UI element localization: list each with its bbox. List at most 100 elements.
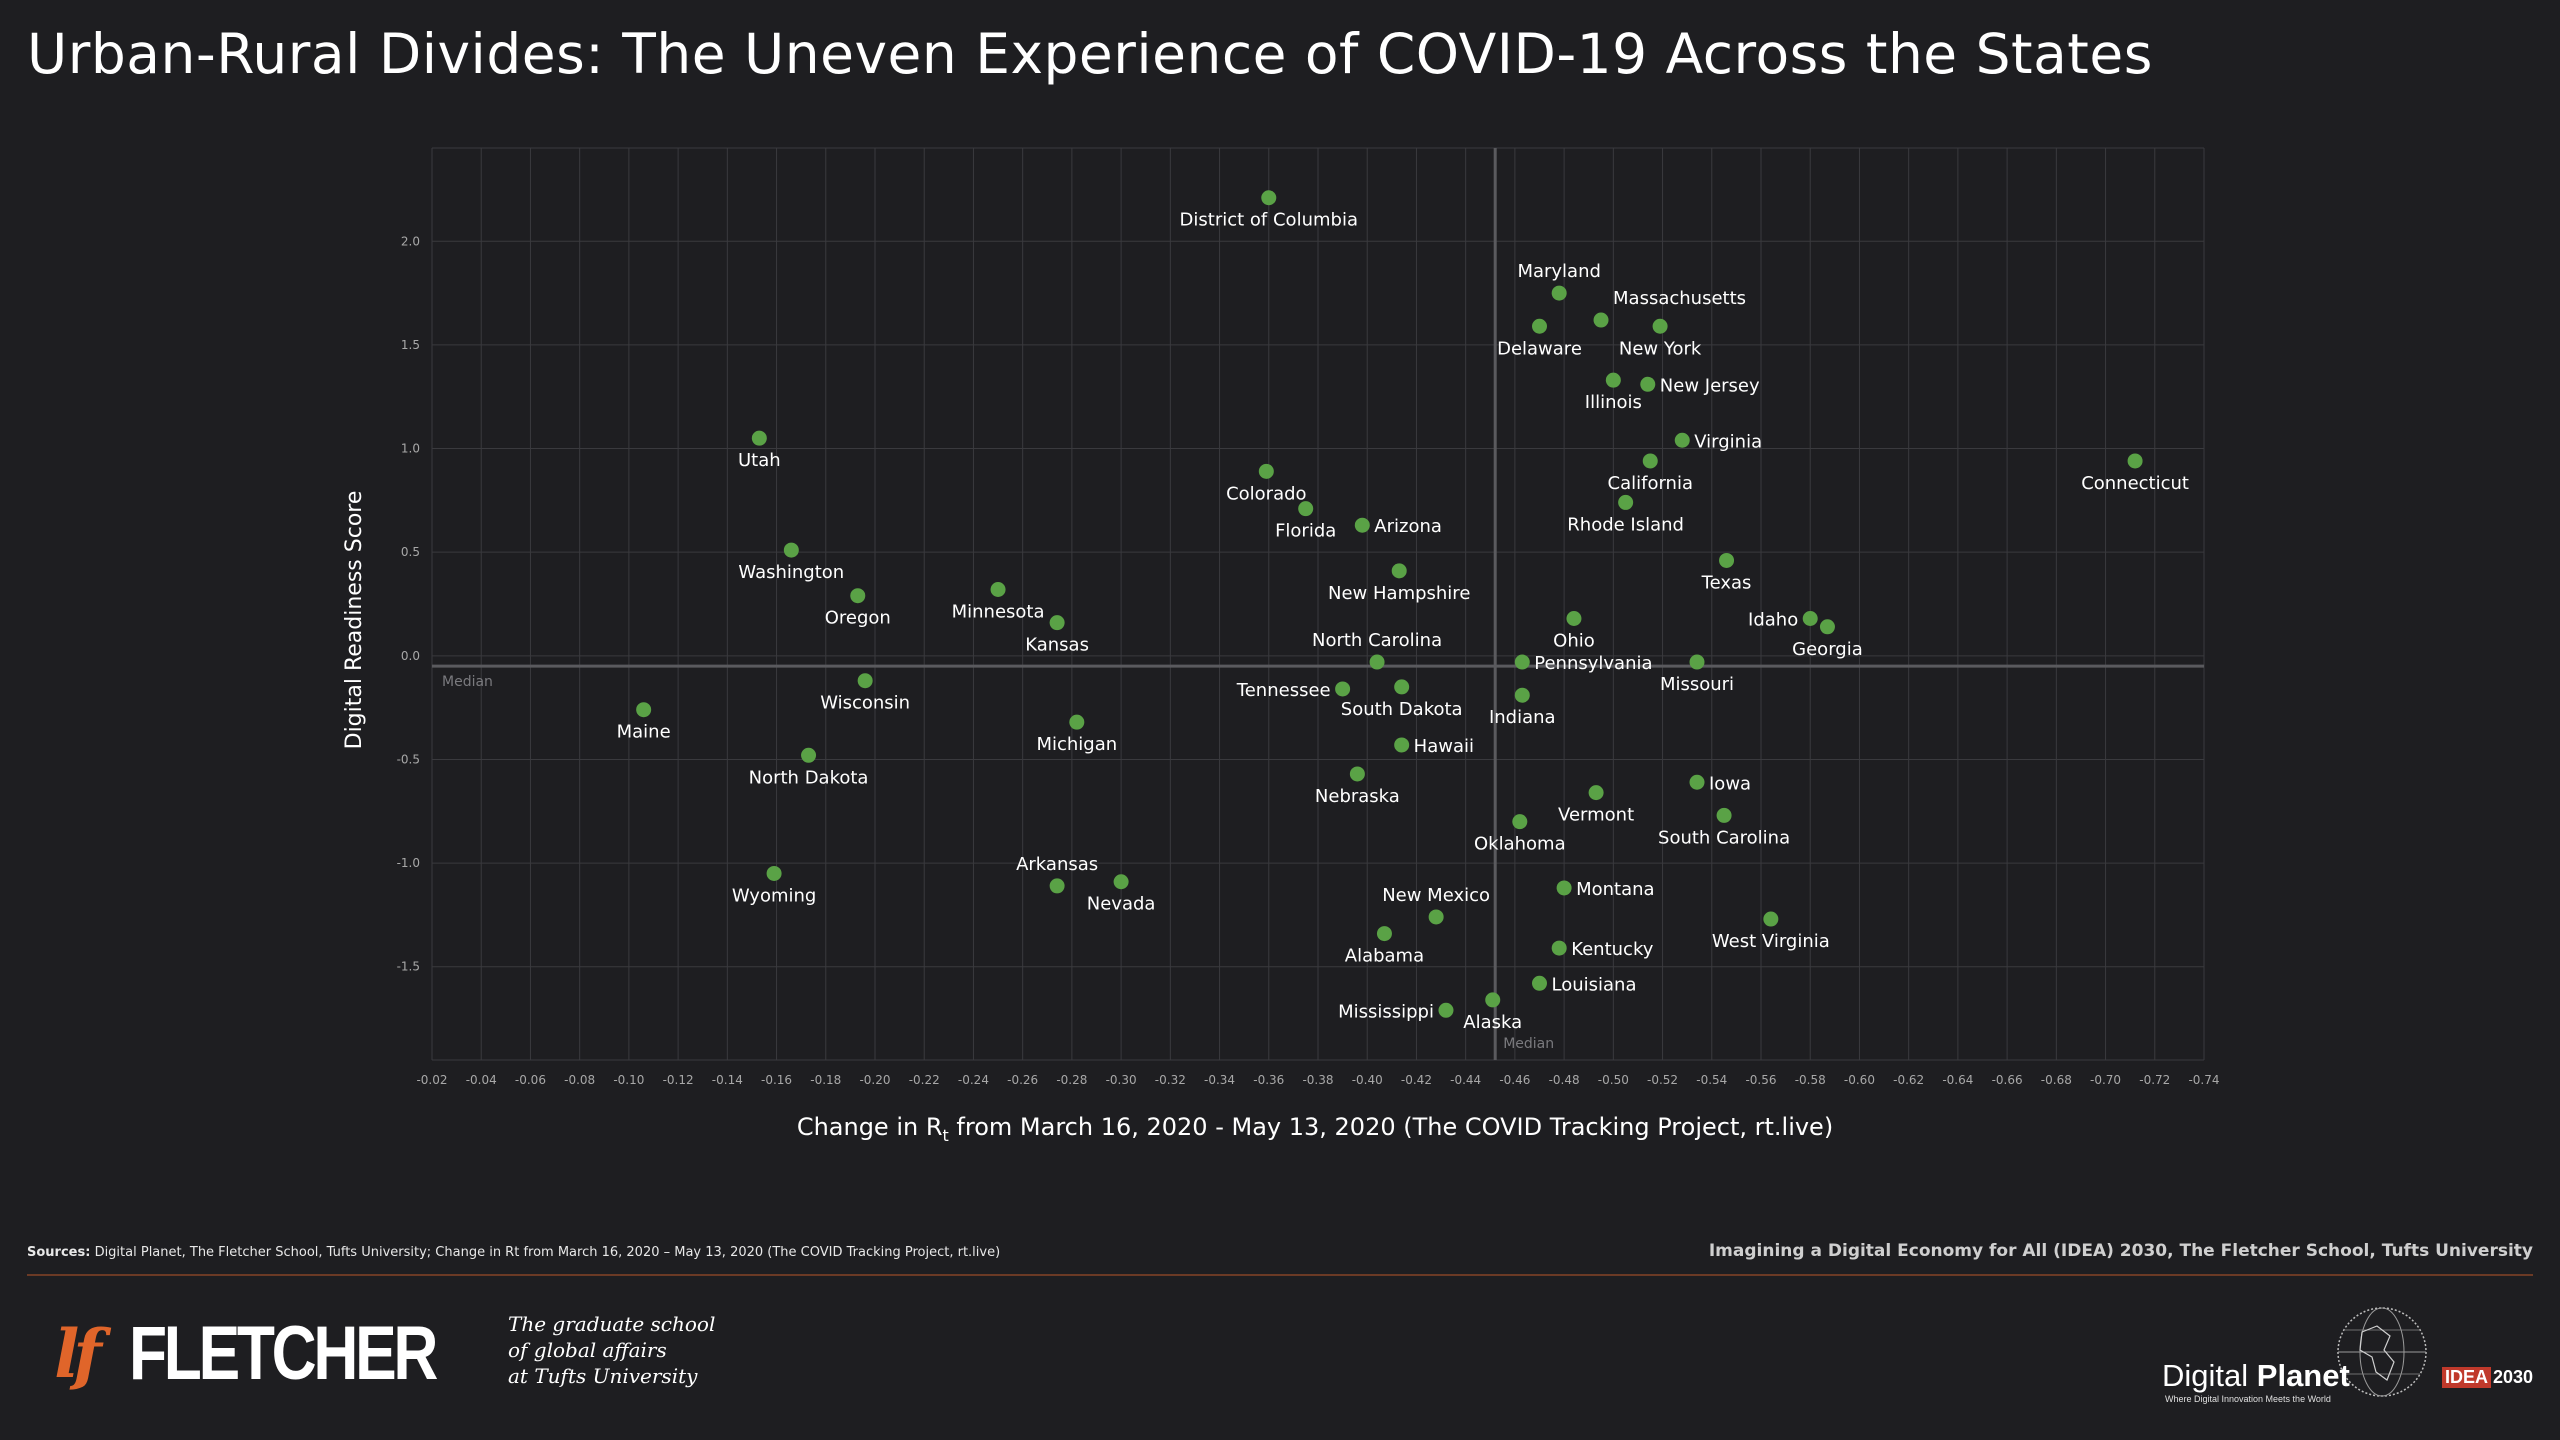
label-utah: Utah bbox=[738, 450, 781, 471]
x-tick-label: -0.70 bbox=[2090, 1073, 2121, 1087]
point-missouri bbox=[1689, 654, 1705, 670]
x-tick-label: -0.40 bbox=[1352, 1073, 1383, 1087]
point-alabama bbox=[1376, 926, 1392, 942]
label-alaska: Alaska bbox=[1463, 1012, 1522, 1033]
idea-badge-text: IDEA bbox=[2442, 1367, 2492, 1388]
data-points bbox=[636, 190, 2143, 1018]
point-florida bbox=[1298, 501, 1314, 517]
sources-note: Sources: Digital Planet, The Fletcher Sc… bbox=[27, 1245, 1000, 1260]
point-illinois bbox=[1605, 372, 1621, 388]
point-alaska bbox=[1485, 992, 1501, 1008]
x-tick-label: -0.14 bbox=[712, 1073, 743, 1087]
fletcher-mark: lf bbox=[54, 1314, 101, 1393]
point-washington bbox=[783, 542, 799, 558]
x-tick-label: -0.48 bbox=[1549, 1073, 1580, 1087]
label-louisiana: Louisiana bbox=[1552, 974, 1637, 995]
point-new-jersey bbox=[1640, 376, 1656, 392]
label-nevada: Nevada bbox=[1087, 894, 1156, 915]
label-delaware: Delaware bbox=[1497, 338, 1582, 359]
point-south-dakota bbox=[1394, 679, 1410, 695]
point-labels: District of Columbia Maryland Massachusett… bbox=[617, 210, 2189, 1033]
point-new-mexico bbox=[1428, 909, 1444, 925]
point-wisconsin bbox=[857, 673, 873, 689]
x-axis-title-sub: t bbox=[943, 1126, 949, 1145]
label-north-dakota: North Dakota bbox=[749, 767, 869, 788]
tagline-line-1: The graduate school bbox=[508, 1312, 716, 1336]
label-wyoming: Wyoming bbox=[732, 885, 817, 906]
point-idaho bbox=[1802, 611, 1818, 627]
label-michigan: Michigan bbox=[1036, 734, 1117, 755]
y-tick-label: 0.0 bbox=[401, 649, 420, 663]
label-kentucky: Kentucky bbox=[1571, 939, 1654, 960]
label-pennsylvania: Pennsylvania bbox=[1534, 653, 1652, 674]
y-tick-label: 2.0 bbox=[401, 234, 420, 248]
label-north-carolina: North Carolina bbox=[1312, 630, 1442, 651]
x-tick-label: -0.54 bbox=[1696, 1073, 1727, 1087]
point-georgia bbox=[1819, 619, 1835, 635]
point-indiana bbox=[1514, 687, 1530, 703]
x-tick-label: -0.50 bbox=[1598, 1073, 1629, 1087]
point-arkansas bbox=[1049, 878, 1065, 894]
sources-text: Digital Planet, The Fletcher School, Tuf… bbox=[94, 1245, 1001, 1260]
label-massachusetts: Massachusetts bbox=[1613, 288, 1746, 309]
x-tick-label: -0.26 bbox=[1007, 1073, 1038, 1087]
label-vermont: Vermont bbox=[1558, 805, 1634, 826]
label-missouri: Missouri bbox=[1660, 674, 1734, 695]
x-tick-label: -0.38 bbox=[1302, 1073, 1333, 1087]
credit-line: Imagining a Digital Economy for All (IDE… bbox=[1708, 1241, 2533, 1261]
x-tick-label: -0.60 bbox=[1844, 1073, 1875, 1087]
label-new-hampshire: New Hampshire bbox=[1328, 583, 1470, 604]
footer-divider bbox=[27, 1274, 2533, 1276]
point-ohio bbox=[1566, 611, 1582, 627]
x-tick-label: -0.64 bbox=[1942, 1073, 1973, 1087]
point-arizona bbox=[1354, 517, 1370, 533]
label-colorado: Colorado bbox=[1226, 483, 1306, 504]
point-south-carolina bbox=[1716, 807, 1732, 823]
label-florida: Florida bbox=[1275, 521, 1336, 542]
y-axis-title: Digital Readiness Score bbox=[342, 491, 367, 750]
label-arizona: Arizona bbox=[1374, 516, 1442, 537]
point-new-york bbox=[1652, 318, 1668, 334]
x-tick-label: -0.56 bbox=[1745, 1073, 1776, 1087]
dp-word-regular: Digital bbox=[2162, 1358, 2249, 1393]
label-indiana: Indiana bbox=[1489, 707, 1556, 728]
x-tick-label: -0.16 bbox=[761, 1073, 792, 1087]
label-virginia: Virginia bbox=[1694, 431, 1762, 452]
median-label-vertical: Median bbox=[1503, 1036, 1554, 1052]
x-tick-label: -0.68 bbox=[2041, 1073, 2072, 1087]
sources-label: Sources: bbox=[27, 1245, 91, 1260]
point-tennessee bbox=[1335, 681, 1351, 697]
point-california bbox=[1642, 453, 1658, 469]
label-texas: Texas bbox=[1701, 572, 1752, 593]
point-nevada bbox=[1113, 874, 1129, 890]
page-title: Urban-Rural Divides: The Uneven Experien… bbox=[27, 22, 2153, 86]
label-maryland: Maryland bbox=[1517, 261, 1600, 282]
digital-planet-logo: Digital Planet Where Digital Innovation … bbox=[2160, 1302, 2533, 1412]
y-tick-label: 1.0 bbox=[401, 442, 420, 456]
point-wyoming bbox=[766, 865, 782, 881]
point-utah bbox=[751, 430, 767, 446]
x-tick-label: -0.46 bbox=[1499, 1073, 1530, 1087]
point-nebraska bbox=[1349, 766, 1365, 782]
x-tick-label: -0.58 bbox=[1795, 1073, 1826, 1087]
label-tennessee: Tennessee bbox=[1236, 680, 1331, 701]
x-tick-label: -0.20 bbox=[859, 1073, 890, 1087]
x-tick-label: -0.04 bbox=[466, 1073, 497, 1087]
fletcher-tagline: The graduate school of global affairs at… bbox=[508, 1311, 715, 1389]
label-south-carolina: South Carolina bbox=[1658, 827, 1790, 848]
y-tick-label: -0.5 bbox=[397, 752, 420, 766]
tagline-line-2: of global affairs bbox=[508, 1338, 667, 1362]
label-illinois: Illinois bbox=[1585, 392, 1642, 413]
globe-icon bbox=[2337, 1307, 2427, 1397]
point-michigan bbox=[1069, 714, 1085, 730]
point-kentucky bbox=[1551, 940, 1567, 956]
label-oregon: Oregon bbox=[825, 608, 891, 629]
x-tick-label: -0.66 bbox=[1992, 1073, 2023, 1087]
point-connecticut bbox=[2127, 453, 2143, 469]
y-tick-label: 0.5 bbox=[401, 545, 420, 559]
point-pennsylvania bbox=[1514, 654, 1530, 670]
label-california: California bbox=[1608, 473, 1693, 494]
idea-2030-badge: IDEA 2030 bbox=[2442, 1367, 2533, 1388]
point-virginia bbox=[1674, 432, 1690, 448]
